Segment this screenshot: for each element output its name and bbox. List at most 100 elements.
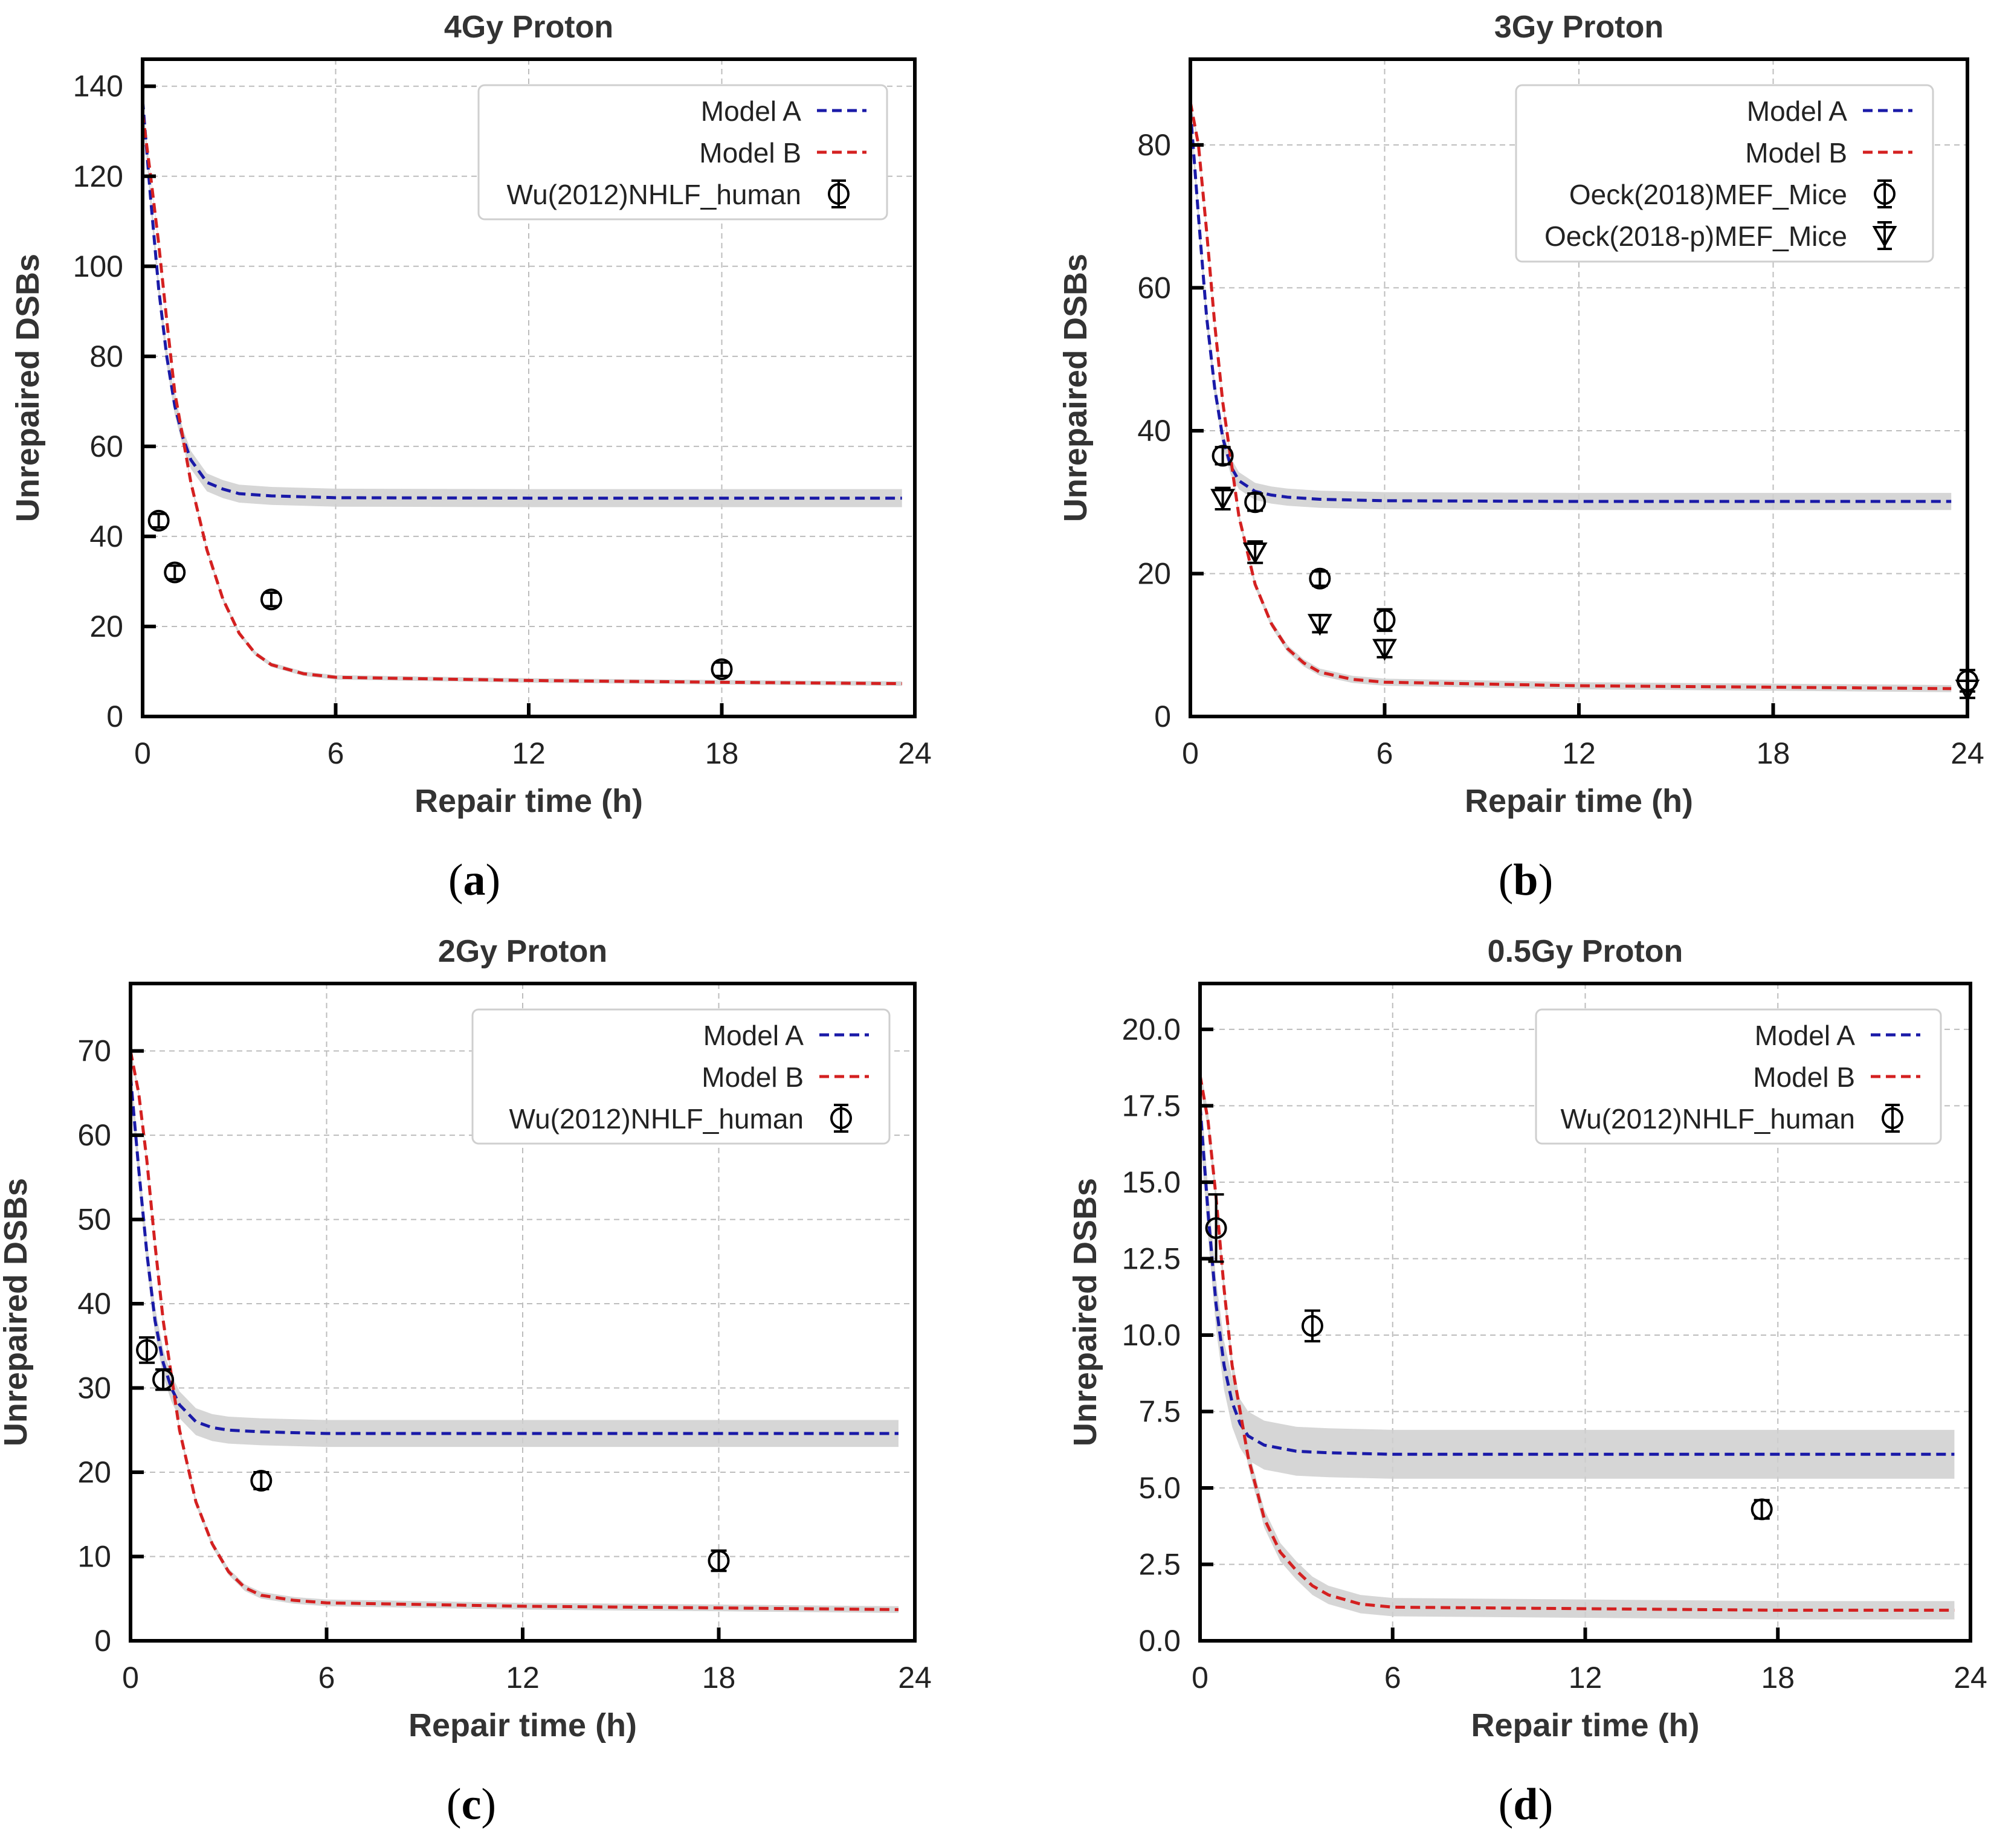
y-tick-label: 80 [1137, 128, 1171, 162]
data-point [1751, 1498, 1773, 1521]
y-tick-label: 20.0 [1122, 1013, 1181, 1046]
legend-label: Model B [1753, 1061, 1855, 1093]
marker-circle [1373, 609, 1396, 631]
marker-circle [1205, 1217, 1227, 1239]
legend: Model A Model B Wu(2012)NHLF_human [471, 1008, 891, 1145]
y-tick-label: 40 [1137, 414, 1171, 448]
y-tick-label: 15.0 [1122, 1165, 1181, 1199]
x-tick-label: 0 [134, 736, 151, 770]
legend-box [471, 1008, 891, 1145]
x-tick-label: 12 [1569, 1661, 1602, 1695]
legend-marker-circle [1874, 183, 1896, 205]
legend-marker-circle [830, 1107, 852, 1129]
marker-circle [1301, 1315, 1323, 1337]
y-tick-label: 20 [1137, 556, 1171, 590]
legend-box [477, 84, 888, 221]
marker-triangle [1242, 542, 1268, 565]
marker-circle [152, 1368, 175, 1391]
y-tick-label: 0 [106, 700, 123, 733]
x-tick-label: 24 [898, 736, 932, 770]
legend-label: Wu(2012)NHLF_human [509, 1103, 804, 1135]
y-tick-label: 0.0 [1138, 1624, 1181, 1658]
y-tick-label: 20 [77, 1455, 111, 1489]
marker-circle [147, 509, 170, 532]
series-line [129, 1076, 899, 1435]
marker-circle [260, 588, 282, 611]
y-tick-label: 2.5 [1138, 1547, 1181, 1581]
x-tick-label: 18 [1757, 736, 1790, 770]
panel-label-c: (c) [446, 1780, 497, 1829]
marker-circle [1212, 445, 1234, 467]
chart-title: 2Gy Proton [438, 934, 607, 969]
y-tick-label: 20 [89, 610, 123, 643]
x-axis-label: Repair time (h) [408, 1707, 637, 1743]
data-point [260, 588, 282, 611]
legend: Model A Model B Wu(2012)NHLF_human [477, 84, 888, 221]
x-tick-label: 24 [1951, 736, 1984, 770]
legend: Model A Model B Oeck(2018)MEF_Mice Oeck(201… [1515, 84, 1934, 263]
y-tick-label: 7.5 [1138, 1394, 1181, 1428]
legend-label: Oeck(2018-p)MEF_Mice [1544, 221, 1847, 252]
legend-label: Model B [702, 1061, 804, 1093]
legend-label: Wu(2012)NHLF_human [507, 179, 802, 210]
legend-box [1535, 1008, 1942, 1145]
x-axis-label: Repair time (h) [415, 783, 643, 819]
x-tick-label: 6 [318, 1661, 335, 1695]
marker-triangle [1372, 639, 1397, 661]
marker-triangle [1307, 614, 1332, 636]
x-tick-label: 6 [328, 736, 344, 770]
x-tick-label: 6 [1384, 1661, 1401, 1695]
y-tick-label: 60 [89, 430, 123, 463]
legend-label: Model A [1747, 95, 1848, 127]
panel-label-a: (a) [448, 855, 501, 905]
y-tick-label: 5.0 [1138, 1471, 1181, 1505]
x-tick-label: 0 [1192, 1661, 1208, 1695]
data-point [1372, 639, 1397, 661]
marker-circle [708, 1550, 730, 1572]
data-point [1309, 567, 1331, 590]
series-line [1198, 1075, 1955, 1612]
legend-box [1515, 84, 1934, 263]
y-tick-label: 80 [89, 340, 123, 373]
data-point [1205, 1193, 1227, 1263]
data-point [711, 658, 733, 680]
marker-circle [1244, 491, 1267, 514]
confidence-band [1200, 1081, 1955, 1479]
x-tick-label: 24 [1954, 1661, 1987, 1695]
y-tick-label: 140 [73, 69, 123, 103]
marker-circle [250, 1469, 273, 1492]
data-point [1242, 540, 1268, 565]
x-tick-label: 12 [1562, 736, 1596, 770]
chart-panel-d: 0 6 12 18 24 0.0 2.5 5.0 7.5 10.0 12.5 15.0 17.5 20.0… [1067, 934, 1987, 1743]
y-axis-label: Unrepaired DSBs [1057, 254, 1094, 522]
y-tick-label: 12.5 [1122, 1241, 1181, 1275]
x-tick-label: 12 [506, 1661, 540, 1695]
chart-panel-b: 0 6 12 18 24 0 20 40 60 80 3Gy Proton Repair time (… [1057, 10, 1984, 819]
x-tick-label: 18 [702, 1661, 736, 1695]
chart-title: 3Gy Proton [1494, 10, 1663, 45]
data-point [1307, 614, 1332, 636]
chart-title: 0.5Gy Proton [1488, 934, 1683, 969]
chart-panel-c: 0 6 12 18 24 0 10 20 30 40 50 60 70 2Gy Proton Repair … [0, 934, 932, 1743]
y-axis-label: Unrepaired DSBs [1067, 1178, 1103, 1446]
x-tick-label: 6 [1376, 736, 1393, 770]
legend-label: Wu(2012)NHLF_human [1561, 1103, 1856, 1135]
panel-label-b: (b) [1498, 855, 1554, 905]
chart-title: 4Gy Proton [444, 10, 613, 45]
marker-circle [136, 1339, 158, 1361]
data-point [1210, 486, 1236, 511]
marker-circle [711, 658, 733, 680]
legend-label: Model A [1755, 1020, 1856, 1051]
y-tick-label: 50 [77, 1203, 111, 1237]
data-point [147, 509, 170, 532]
x-tick-label: 24 [898, 1661, 932, 1695]
x-tick-label: 0 [122, 1661, 139, 1695]
marker-circle [1751, 1498, 1773, 1521]
series-line [141, 99, 902, 500]
legend: Model A Model B Wu(2012)NHLF_human [1535, 1008, 1942, 1145]
y-tick-label: 10 [77, 1540, 111, 1574]
x-axis-label: Repair time (h) [1465, 783, 1693, 819]
data-point [136, 1336, 158, 1364]
data-point [1244, 491, 1267, 514]
